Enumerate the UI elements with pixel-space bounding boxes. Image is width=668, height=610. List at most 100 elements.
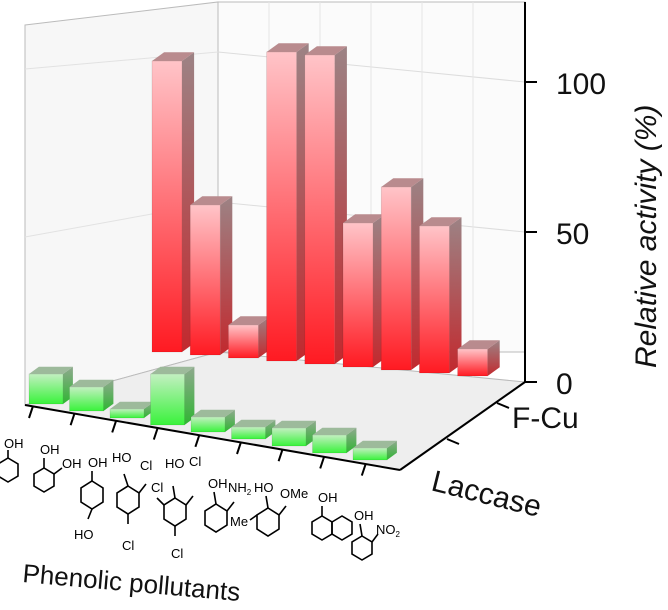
xlabel: Phenolic pollutants xyxy=(21,558,241,607)
fcu-bar-6 xyxy=(342,214,386,368)
laccase-bar-2 xyxy=(69,379,114,412)
laccase-bar-side xyxy=(346,427,357,453)
trichlorophenol-cl-2: Cl xyxy=(151,480,163,495)
fcu-bar-1 xyxy=(151,52,195,353)
fcu-bar-front xyxy=(342,222,374,368)
dimethoxyphenol-meo: Me xyxy=(230,514,248,529)
nitrophenol-oh: OH xyxy=(354,508,374,523)
x-tick-7 xyxy=(277,448,284,462)
depth-label-laccase: Laccase xyxy=(428,465,544,524)
laccase-bar-front xyxy=(312,434,347,454)
laccase-bar-6 xyxy=(231,419,276,440)
fcu-bar-front xyxy=(151,60,183,353)
laccase-bar-front xyxy=(69,386,104,412)
bars xyxy=(28,43,500,461)
trichlorophenol-cl-3: Cl xyxy=(171,546,183,561)
laccase-bar-front xyxy=(352,447,388,461)
fcu-bar-side xyxy=(220,196,233,355)
structure-catechol: OH OH xyxy=(33,442,82,493)
fcu-bar-top xyxy=(343,214,386,223)
x-tick-8 xyxy=(319,456,326,469)
laccase-bar-front xyxy=(150,373,185,426)
laccase-bar-3 xyxy=(109,401,154,419)
depth-axis-line xyxy=(399,381,526,471)
depth-label-fcu: F-Cu xyxy=(512,402,579,435)
laccase-bar-side xyxy=(265,419,276,439)
laccase-bar-top xyxy=(272,420,316,428)
fcu-bar-top xyxy=(304,46,347,55)
laccase-bar-8 xyxy=(312,427,357,454)
x-ticks xyxy=(28,405,367,476)
fcu-bar-front xyxy=(380,186,412,371)
fcu-bar-front xyxy=(266,51,297,362)
depth-tick-fcu xyxy=(496,402,510,409)
fcu-bar-9 xyxy=(457,340,500,377)
fcu-bar-top xyxy=(419,217,462,226)
fcu-bar-top xyxy=(266,43,309,52)
structure-labels: OH OH OH OH HO HO Cl Cl xyxy=(0,436,401,561)
x-tick-2 xyxy=(69,412,76,426)
x-tick-4 xyxy=(152,427,159,440)
trichlorophenol-cl-1: Cl xyxy=(189,454,201,469)
dimethoxyphenol-ho: HO xyxy=(254,480,274,495)
fcu-bar-front xyxy=(457,348,488,377)
x-tick-9 xyxy=(360,463,367,476)
nitrophenol-no2: NO2 xyxy=(376,522,401,539)
fcu-bar-5 xyxy=(304,46,347,365)
laccase-bar-top xyxy=(110,401,154,409)
trichlorophenol-ho: HO xyxy=(165,456,185,471)
fcu-bar-front xyxy=(189,204,221,356)
laccase-bar-top xyxy=(353,440,397,448)
fcu-bar-side xyxy=(449,217,462,373)
aminophenol-nh-sub: 2 xyxy=(247,488,252,497)
structure-phenol: OH xyxy=(0,436,24,483)
catechol-oh-1: OH xyxy=(40,442,60,457)
laccase-bar-side xyxy=(103,379,114,411)
fcu-bar-side xyxy=(487,340,500,376)
phenol-oh: OH xyxy=(4,436,24,451)
hydroquinone-ho: HO xyxy=(74,527,94,542)
x-tick-6 xyxy=(236,441,242,455)
structure-aminophenol: OH NH2 xyxy=(204,476,252,533)
fcu-bar-top xyxy=(381,178,424,187)
laccase-bar-1 xyxy=(28,366,73,405)
fcu-bar-top xyxy=(190,196,233,205)
structure-trichlorophenol: HO Cl Cl Cl xyxy=(151,454,201,561)
structure-hydroquinone: OH HO xyxy=(74,455,108,542)
laccase-bar-top xyxy=(191,409,235,417)
laccase-bar-top xyxy=(69,379,114,387)
structure-dimethoxyphenol: HO OMe Me xyxy=(230,480,308,537)
laccase-bar-front xyxy=(271,427,307,447)
structure-dichlorophenol: HO Cl Cl xyxy=(112,450,152,553)
structure-nitrophenol: OH NO2 xyxy=(351,508,401,561)
fcu-bar-7 xyxy=(380,178,424,371)
ytick-label-0: 0 xyxy=(556,368,573,401)
ytick-label-100: 100 xyxy=(556,68,606,101)
laccase-bar-9 xyxy=(352,440,397,461)
ylabel: Relative activity (%) xyxy=(630,105,663,368)
fcu-bar-8 xyxy=(419,217,462,374)
nitrophenol-no-sub: 2 xyxy=(396,530,401,539)
aminophenol-nh: NH xyxy=(228,480,247,495)
laccase-bar-side xyxy=(387,440,397,460)
laccase-bar-4 xyxy=(150,366,195,426)
aminophenol-oh: OH xyxy=(208,476,228,491)
ytick-label-50: 50 xyxy=(556,218,589,251)
laccase-bar-front xyxy=(231,426,266,440)
laccase-bar-top xyxy=(231,419,276,427)
aminophenol-nh2: NH2 xyxy=(228,480,252,497)
laccase-bar-front xyxy=(28,373,64,405)
laccase-bar-front xyxy=(109,408,145,419)
naphthol-oh: OH xyxy=(318,490,338,505)
x-axis-line xyxy=(24,404,401,471)
laccase-bar-7 xyxy=(271,420,316,447)
fcu-bar-2 xyxy=(189,196,233,356)
x-tick-5 xyxy=(194,434,201,448)
fcu-bar-front xyxy=(304,54,336,365)
laccase-bar-side xyxy=(184,366,195,425)
hydroquinone-oh: OH xyxy=(88,455,108,470)
laccase-bar-top xyxy=(150,366,195,374)
laccase-bar-5 xyxy=(190,409,235,433)
fcu-bar-3 xyxy=(228,316,271,359)
